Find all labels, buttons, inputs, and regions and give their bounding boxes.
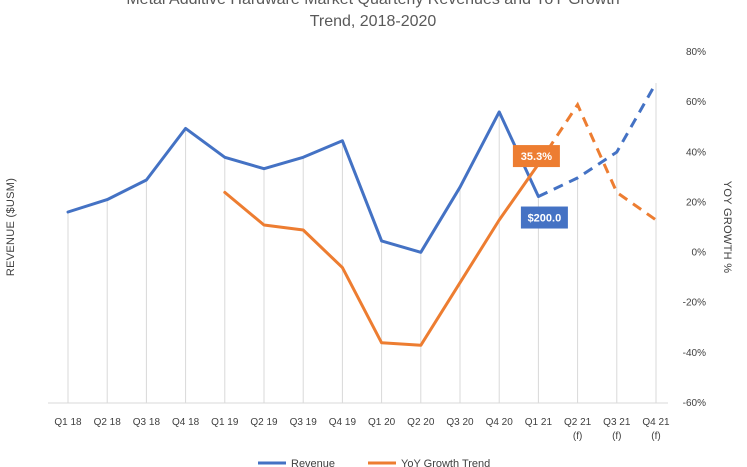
- callout-label: 35.3%: [521, 151, 552, 163]
- x-tick-label: Q2 18: [94, 417, 122, 428]
- x-tick-label: Q1 21: [525, 417, 553, 428]
- y2-tick-label: 60%: [686, 97, 706, 108]
- drop-lines: [67, 82, 657, 403]
- legend: Revenue YoY Growth Trend: [258, 458, 490, 467]
- x-tick-label: Q4 20: [486, 417, 514, 428]
- x-tick-label: Q3 18: [133, 417, 161, 428]
- y2-tick-label: -40%: [683, 348, 706, 359]
- y-axis-title: REVENUE ($USM): [5, 178, 17, 276]
- y2-axis-title: YOY GROWTH %: [721, 181, 733, 274]
- x-tick-label: Q1 20: [368, 417, 396, 428]
- x-tick-label: Q3 20: [446, 417, 474, 428]
- chart-title-line-2: Trend, 2018-2020: [310, 13, 437, 30]
- series-layer: [66, 82, 658, 347]
- callout-box: [512, 145, 560, 168]
- callout-box: [520, 206, 568, 229]
- series-line-revenue: [66, 110, 540, 254]
- y2-tick-label: 40%: [686, 147, 706, 158]
- x-tick-label: Q3 19: [290, 417, 318, 428]
- x-tick-label: Q4 19: [329, 417, 357, 428]
- x-tick-label: Q1 18: [54, 417, 82, 428]
- y2-tick-label: 80%: [686, 47, 706, 58]
- x-tick-label: (f): [612, 431, 621, 442]
- x-tick-label: Q2 19: [250, 417, 278, 428]
- series-forecast-line-revenue: [537, 82, 658, 198]
- callout-layer: 35.3% $200.0: [512, 145, 568, 229]
- callout-label: $200.0: [528, 213, 562, 225]
- x-axis-ticks: Q1 18 Q2 18 Q3 18 Q4 18 Q1 19 Q2 19 Q3 19 Q4 19…: [54, 417, 670, 442]
- series-forecast-line-yoy-growth: [537, 101, 657, 222]
- x-tick-label: (f): [573, 431, 582, 442]
- x-tick-label: Q2 20: [407, 417, 435, 428]
- y2-tick-label: -60%: [683, 398, 706, 409]
- chart-title-line-1: Metal Additive Hardware Market Quarterly…: [126, 0, 619, 8]
- x-tick-label: Q2 21: [564, 417, 592, 428]
- x-tick-label: Q1 19: [211, 417, 239, 428]
- chart-title: Metal Additive Hardware Market Quarterly…: [126, 0, 619, 30]
- y2-tick-label: 0%: [692, 248, 707, 259]
- series-line-yoy-growth: [223, 162, 540, 347]
- y2-tick-label: -20%: [683, 298, 706, 309]
- x-tick-label: Q3 21: [603, 417, 631, 428]
- y2-axis-ticks: 80% 60% 40% 20% 0% -20% -40% -60%: [683, 47, 706, 409]
- x-tick-label: Q4 18: [172, 417, 200, 428]
- y2-tick-label: 20%: [686, 197, 706, 208]
- legend-label: Revenue: [291, 458, 335, 467]
- legend-label: YoY Growth Trend: [401, 458, 490, 467]
- x-tick-label: (f): [651, 431, 660, 442]
- x-tick-label: Q4 21: [642, 417, 670, 428]
